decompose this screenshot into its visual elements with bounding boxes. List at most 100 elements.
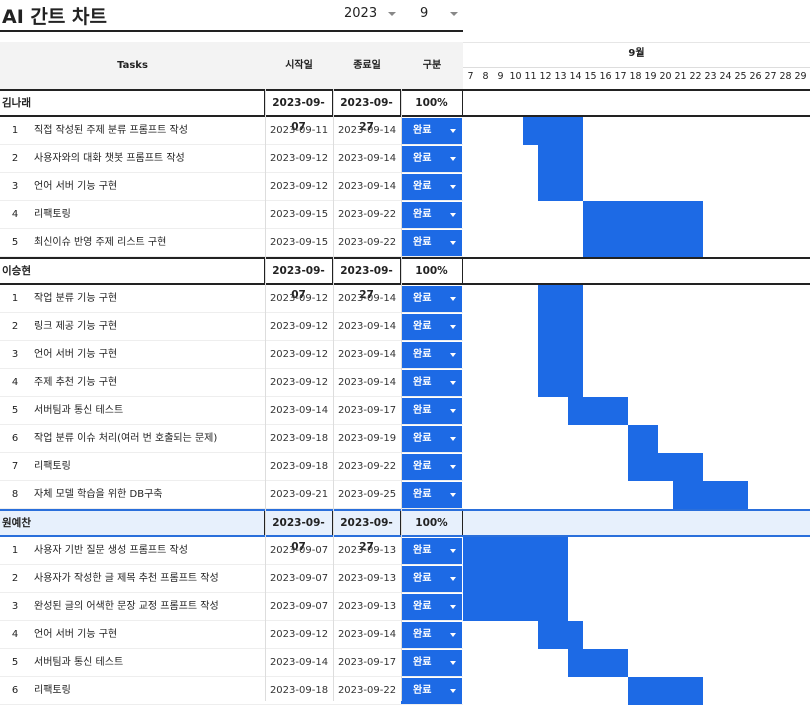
- task-end-date: 2023-09-22: [337, 461, 397, 472]
- task-number: 2: [11, 321, 19, 332]
- status-dropdown[interactable]: 완료: [401, 230, 462, 256]
- task-name: 언어 서버 기능 구현: [34, 349, 118, 360]
- task-end-date: 2023-09-25: [337, 489, 397, 500]
- table-row[interactable]: 6 작업 분류 이슈 처리(여러 번 호출되는 문제) 2023-09-18 2023…: [0, 425, 463, 453]
- table-row[interactable]: 3 완성된 글의 어색한 문장 교정 프롬프트 작성 2023-09-07 2023-…: [0, 593, 463, 621]
- chevron-down-icon: [450, 577, 456, 581]
- gantt-bar[interactable]: [538, 621, 583, 649]
- status-dropdown[interactable]: 완료: [401, 678, 462, 704]
- status-dropdown[interactable]: 완료: [401, 566, 462, 592]
- status-dropdown[interactable]: 완료: [401, 314, 462, 340]
- chevron-down-icon: [388, 12, 396, 16]
- gantt-bar[interactable]: [538, 369, 583, 397]
- gantt-bar[interactable]: [538, 145, 583, 173]
- table-row[interactable]: 4 리팩토링 2023-09-15 2023-09-22 완료: [0, 201, 463, 229]
- task-start-date: 2023-09-12: [269, 293, 329, 304]
- table-row[interactable]: 8 자체 모델 학습을 위한 DB구축 2023-09-21 2023-09-25 완료: [0, 481, 463, 509]
- gantt-bar[interactable]: [628, 425, 658, 453]
- table-row[interactable]: 4 주제 추천 기능 구현 2023-09-12 2023-09-14 완료: [0, 369, 463, 397]
- status-dropdown[interactable]: 완료: [401, 454, 462, 480]
- day-label: 19: [644, 71, 657, 82]
- chevron-down-icon: [450, 185, 456, 189]
- table-row[interactable]: 5 서버팀과 통신 테스트 2023-09-14 2023-09-17 완료: [0, 649, 463, 677]
- task-number: 5: [11, 657, 19, 668]
- table-row[interactable]: 4 언어 서버 기능 구현 2023-09-12 2023-09-14 완료: [0, 621, 463, 649]
- gantt-bar[interactable]: [523, 117, 583, 145]
- gantt-bar[interactable]: [538, 341, 583, 369]
- chevron-down-icon: [450, 213, 456, 217]
- task-start-date: 2023-09-11: [269, 125, 329, 136]
- chevron-down-icon: [450, 437, 456, 441]
- table-row[interactable]: 5 서버팀과 통신 테스트 2023-09-14 2023-09-17 완료: [0, 397, 463, 425]
- status-dropdown[interactable]: 완료: [401, 426, 462, 452]
- gantt-bar[interactable]: [538, 285, 583, 313]
- status-dropdown[interactable]: 완료: [401, 370, 462, 396]
- day-label: 25: [734, 71, 747, 82]
- gantt-bar[interactable]: [463, 537, 568, 565]
- group-row[interactable]: 김나래 2023-09-07 2023-09-27 100%: [0, 89, 810, 133]
- day-header: 7 8 9 10 11 12 13 14 15 16 17 18 19 20 21 22 23 24 25 26 27 2…: [463, 66, 810, 91]
- task-start-date: 2023-09-07: [269, 573, 329, 584]
- status-dropdown[interactable]: 완료: [401, 482, 462, 508]
- group-row[interactable]: 이승현 2023-09-07 2023-09-27 100%: [0, 257, 810, 301]
- gantt-bar[interactable]: [568, 397, 628, 425]
- day-label: 28: [779, 71, 792, 82]
- status-dropdown[interactable]: 완료: [401, 342, 462, 368]
- gantt-bar[interactable]: [463, 593, 568, 621]
- gantt-bar[interactable]: [583, 229, 703, 257]
- table-row[interactable]: 1 작업 분류 기능 구현 2023-09-12 2023-09-14 완료: [0, 285, 463, 313]
- group-end: 2023-09-27: [333, 511, 401, 553]
- task-start-date: 2023-09-21: [269, 489, 329, 500]
- day-label: 15: [584, 71, 597, 82]
- gantt-bar[interactable]: [673, 481, 748, 509]
- status-label: 완료: [413, 657, 432, 668]
- task-end-date: 2023-09-22: [337, 685, 397, 696]
- status-dropdown[interactable]: 완료: [401, 622, 462, 648]
- status-dropdown[interactable]: 완료: [401, 398, 462, 424]
- table-row[interactable]: 1 직접 작성된 주제 분류 프롬프트 작성 2023-09-11 2023-09-1…: [0, 117, 463, 145]
- month-select[interactable]: 9: [420, 6, 462, 21]
- table-row[interactable]: 3 언어 서버 기능 구현 2023-09-12 2023-09-14 완료: [0, 173, 463, 201]
- status-dropdown[interactable]: 완료: [401, 594, 462, 620]
- group-start: 2023-09-07: [265, 91, 333, 133]
- gantt-bar[interactable]: [628, 453, 703, 481]
- task-number: 6: [11, 685, 19, 696]
- table-row[interactable]: 5 최신이슈 반영 주제 리스트 구현 2023-09-15 2023-09-22 완료: [0, 229, 463, 257]
- group-progress: 100%: [401, 259, 463, 283]
- task-name: 리팩토링: [34, 461, 71, 472]
- gantt-bar[interactable]: [463, 565, 568, 593]
- table-row[interactable]: 3 언어 서버 기능 구현 2023-09-12 2023-09-14 완료: [0, 341, 463, 369]
- task-name: 최신이슈 반영 주제 리스트 구현: [34, 237, 167, 248]
- gantt-bar[interactable]: [568, 649, 628, 677]
- table-row[interactable]: 2 링크 제공 기능 구현 2023-09-12 2023-09-14 완료: [0, 313, 463, 341]
- gantt-bar[interactable]: [538, 173, 583, 201]
- status-dropdown[interactable]: 완료: [401, 286, 462, 312]
- task-number: 3: [11, 349, 19, 360]
- table-row[interactable]: 1 사용자 기반 질문 생성 프롬프트 작성 2023-09-07 2023-09-1…: [0, 537, 463, 565]
- table-row[interactable]: 7 리팩토링 2023-09-18 2023-09-22 완료: [0, 453, 463, 481]
- status-label: 완료: [413, 461, 432, 472]
- group-start: 2023-09-07: [265, 259, 333, 301]
- gantt-bar[interactable]: [583, 201, 703, 229]
- status-dropdown[interactable]: 완료: [401, 174, 462, 200]
- year-select[interactable]: 2023: [344, 6, 404, 21]
- status-label: 완료: [413, 573, 432, 584]
- status-dropdown[interactable]: 완료: [401, 118, 462, 144]
- chevron-down-icon: [450, 381, 456, 385]
- day-label: 8: [482, 71, 489, 82]
- task-start-date: 2023-09-18: [269, 433, 329, 444]
- table-row[interactable]: 2 사용자가 작성한 글 제목 추천 프롬프트 작성 2023-09-07 2023-…: [0, 565, 463, 593]
- status-dropdown[interactable]: 완료: [401, 202, 462, 228]
- group-row[interactable]: 원예찬 2023-09-07 2023-09-27 100%: [0, 509, 810, 553]
- task-name: 작업 분류 이슈 처리(여러 번 호출되는 문제): [34, 433, 218, 444]
- gantt-bar[interactable]: [538, 313, 583, 341]
- group-name: 이승현: [0, 259, 265, 283]
- gantt-bar[interactable]: [628, 677, 703, 705]
- status-dropdown[interactable]: 완료: [401, 650, 462, 676]
- table-row[interactable]: 2 사용자와의 대화 챗봇 프롬프트 작성 2023-09-12 2023-09-14…: [0, 145, 463, 173]
- status-dropdown[interactable]: 완료: [401, 538, 462, 564]
- status-dropdown[interactable]: 완료: [401, 146, 462, 172]
- task-end-date: 2023-09-22: [337, 209, 397, 220]
- task-end-date: 2023-09-14: [337, 321, 397, 332]
- day-label: 21: [674, 71, 687, 82]
